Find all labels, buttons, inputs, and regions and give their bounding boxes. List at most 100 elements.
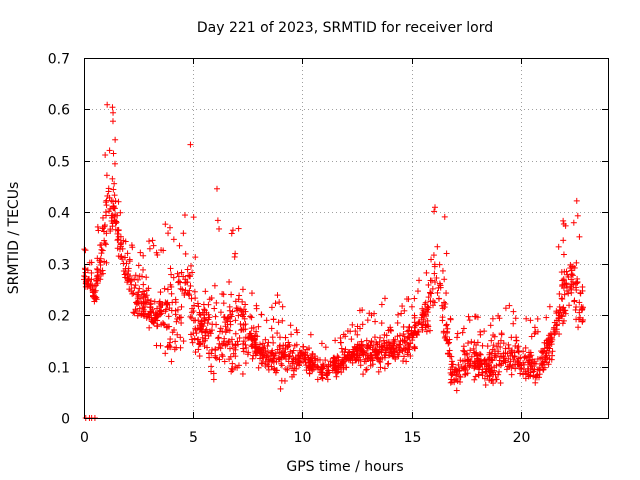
data-point xyxy=(289,373,296,380)
data-point xyxy=(134,291,141,298)
data-point xyxy=(460,343,467,350)
data-point xyxy=(447,315,454,322)
data-point xyxy=(96,257,103,264)
data-point xyxy=(381,365,388,372)
data-point xyxy=(563,281,570,288)
data-point xyxy=(194,300,201,307)
data-point xyxy=(532,379,539,386)
data-point xyxy=(269,334,276,341)
data-point xyxy=(239,311,246,318)
data-point xyxy=(164,343,171,350)
data-point xyxy=(228,313,235,320)
data-point xyxy=(303,367,310,374)
data-point xyxy=(140,288,147,295)
data-point xyxy=(278,349,285,356)
x-tick-labels: 0 5 10 15 20 xyxy=(80,430,530,446)
data-point xyxy=(396,349,403,356)
data-point xyxy=(378,320,385,327)
data-point xyxy=(378,343,385,350)
data-point xyxy=(394,319,401,326)
data-point xyxy=(102,241,109,248)
data-point xyxy=(208,363,215,370)
data-point xyxy=(539,349,546,356)
data-point xyxy=(296,359,303,366)
data-point xyxy=(443,290,450,297)
data-point xyxy=(216,225,223,232)
data-point xyxy=(571,297,578,304)
data-point xyxy=(399,303,406,310)
data-point xyxy=(201,306,208,313)
data-point xyxy=(128,276,135,283)
data-point xyxy=(465,340,472,347)
data-point xyxy=(508,371,515,378)
data-point xyxy=(189,339,196,346)
data-point xyxy=(170,274,177,281)
data-point xyxy=(423,269,430,276)
data-point xyxy=(560,217,567,224)
data-point xyxy=(392,356,399,363)
data-point xyxy=(252,352,259,359)
data-point xyxy=(142,293,149,300)
data-point xyxy=(405,343,412,350)
data-point xyxy=(460,347,467,354)
data-point xyxy=(387,348,394,355)
data-point xyxy=(235,312,242,319)
data-point xyxy=(99,225,106,232)
data-point xyxy=(322,344,329,351)
data-point xyxy=(425,323,432,330)
data-point xyxy=(168,290,175,297)
data-point xyxy=(479,366,486,373)
data-point xyxy=(272,300,279,307)
data-point xyxy=(555,309,562,316)
data-point xyxy=(376,358,383,365)
data-point xyxy=(395,311,402,318)
data-point xyxy=(536,371,543,378)
data-point xyxy=(161,285,168,292)
data-point xyxy=(503,366,510,373)
data-point xyxy=(400,323,407,330)
data-point xyxy=(414,328,421,335)
data-point xyxy=(332,337,339,344)
data-point xyxy=(293,365,300,372)
data-point xyxy=(260,345,267,352)
data-point xyxy=(509,349,516,356)
data-point xyxy=(97,276,104,283)
data-point xyxy=(431,204,438,211)
data-point xyxy=(546,303,553,310)
data-point xyxy=(318,374,325,381)
data-point xyxy=(173,344,180,351)
data-point xyxy=(235,225,242,232)
data-point xyxy=(566,302,573,309)
data-point xyxy=(178,269,185,276)
data-point xyxy=(182,279,189,286)
data-point xyxy=(331,356,338,363)
data-point xyxy=(485,356,492,363)
data-point xyxy=(568,286,575,293)
data-point xyxy=(546,332,553,339)
data-point xyxy=(86,259,93,266)
data-point xyxy=(443,321,450,328)
data-point xyxy=(484,363,491,370)
data-point xyxy=(520,371,527,378)
data-point xyxy=(175,279,182,286)
data-point xyxy=(502,359,509,366)
data-point xyxy=(427,327,434,334)
data-point xyxy=(109,175,116,182)
data-point xyxy=(99,247,106,254)
data-point xyxy=(111,217,118,224)
data-point xyxy=(285,343,292,350)
data-point xyxy=(543,314,550,321)
data-point xyxy=(559,296,566,303)
data-point xyxy=(549,352,556,359)
data-point xyxy=(327,358,334,365)
data-point xyxy=(107,205,114,212)
data-point xyxy=(242,301,249,308)
data-point xyxy=(510,320,517,327)
data-point xyxy=(106,147,113,154)
data-point xyxy=(210,376,217,383)
data-point xyxy=(423,328,430,335)
data-point xyxy=(391,338,398,345)
data-point xyxy=(168,358,175,365)
data-point xyxy=(198,318,205,325)
